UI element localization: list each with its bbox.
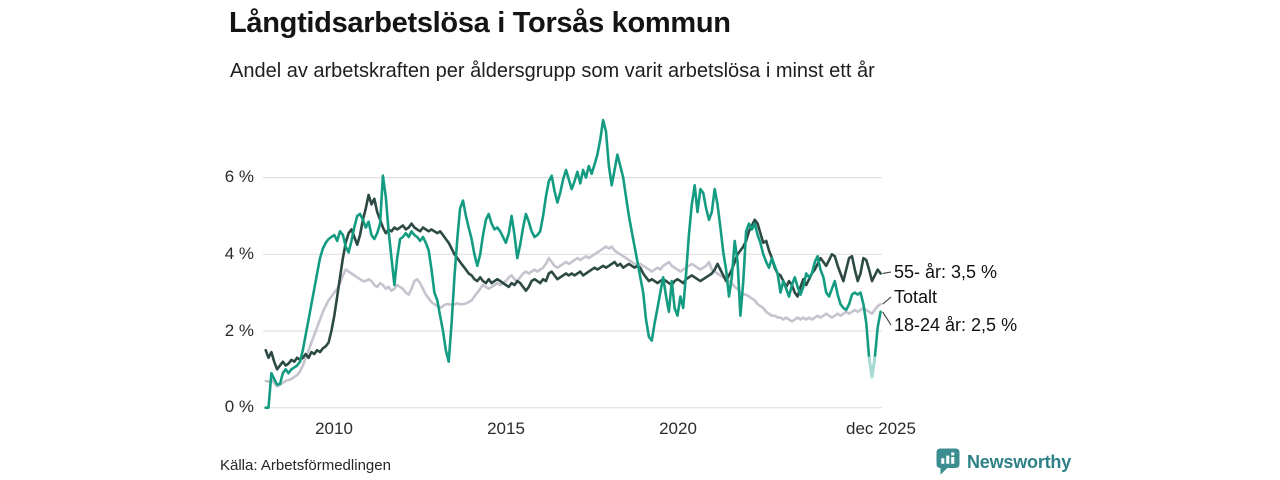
newsworthy-logo-text: Newsworthy [967,451,1072,472]
series-end-label-totalt: Totalt [894,287,938,307]
x-axis-tick-label: dec 2025 [846,419,916,438]
x-axis-tick-label: 2015 [487,419,525,438]
newsworthy-logo[interactable]: Newsworthy [936,448,1071,476]
series-line-55- år [264,193,882,371]
series-end-label-55: 55- år: 3,5 % [894,262,998,282]
x-axis-tick-label: 2010 [315,419,353,438]
source-caption: Källa: Arbetsförmedlingen [220,457,391,474]
page-subtitle: Andel av arbetskraften per åldersgrupp s… [230,60,875,82]
x-axis-tick-label: 2020 [659,419,697,438]
label-connector [882,296,892,305]
y-axis-tick-label: 6 % [224,167,254,186]
bar-chart-speech-bubble-icon [936,448,960,475]
label-connector [882,311,892,326]
page-title: Långtidsarbetslösa i Torsås kommun [229,7,731,39]
label-connector [882,271,892,275]
series-line-18-24 år [264,118,882,410]
series-line-Totalt [264,245,882,388]
y-axis-tick-label: 4 % [224,244,254,263]
y-axis-tick-label: 0 % [224,397,254,416]
series-end-label-18-24: 18-24 år: 2,5 % [894,315,1018,335]
y-axis-tick-label: 2 % [224,321,254,340]
series-line-recent-18-24 år [867,356,877,379]
